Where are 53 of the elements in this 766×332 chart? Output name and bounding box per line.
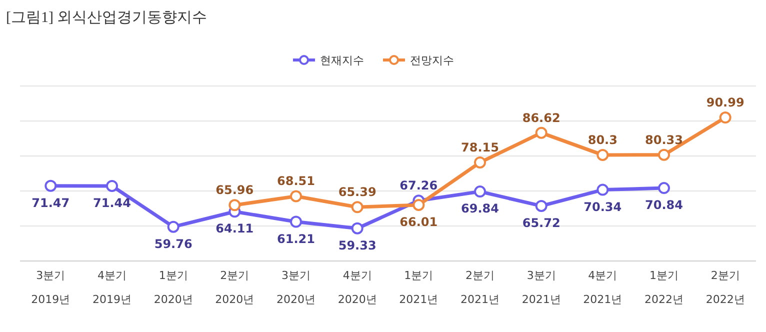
- point: [535, 126, 548, 139]
- data-label: 64.11: [216, 222, 254, 236]
- data-label: 80.33: [645, 132, 683, 147]
- point: [719, 112, 732, 124]
- data-label: 65.39: [338, 185, 376, 200]
- point: [412, 198, 425, 211]
- data-label: 66.01: [400, 214, 438, 229]
- data-label: 86.62: [522, 110, 560, 125]
- data-label: 68.51: [277, 174, 315, 188]
- point: [167, 220, 180, 233]
- point: [290, 190, 302, 202]
- data-label: 59.76: [154, 236, 192, 251]
- data-label: 65.96: [216, 183, 254, 198]
- x-tick-label: 2분기 2022년: [706, 269, 745, 306]
- data-label: 61.21: [277, 232, 315, 246]
- data-label: 70.84: [645, 198, 683, 212]
- data-label: 71.47: [32, 196, 70, 210]
- chart-title: [그림1] 외식산업경기동향지수: [6, 10, 208, 26]
- data-label: 71.44: [93, 196, 131, 210]
- point: [658, 148, 670, 161]
- point: [351, 201, 364, 214]
- point: [351, 222, 364, 234]
- x-tick-label: 1분기 2021년: [399, 269, 438, 306]
- data-label: 69.84: [461, 202, 499, 216]
- x-tick-label: 2분기 2021년: [460, 269, 500, 306]
- x-tick-label: 1분기 2022년: [644, 269, 684, 306]
- data-label: 78.15: [461, 140, 499, 154]
- point: [535, 200, 548, 212]
- x-tick-label: 4분기 2020년: [338, 269, 377, 306]
- data-label: 90.99: [706, 96, 744, 110]
- data-label: 67.26: [400, 178, 438, 193]
- legend-label: 현재지수: [320, 54, 364, 67]
- data-label: 70.34: [584, 200, 622, 214]
- legend-label: 전망지수: [410, 54, 454, 67]
- point: [474, 186, 486, 198]
- data-label: 80.3: [588, 132, 618, 147]
- x-tick-label: 4분기 2019년: [92, 269, 132, 306]
- x-tick-label: 4분기 2021년: [583, 269, 622, 306]
- point: [596, 184, 609, 196]
- point: [658, 182, 670, 194]
- point: [44, 180, 57, 192]
- x-tick-label: 3분기 2019년: [31, 269, 70, 306]
- point: [596, 148, 609, 161]
- x-tick-label: 3분기 2021년: [522, 269, 561, 306]
- data-label: 59.33: [338, 238, 376, 252]
- data-label: 65.72: [522, 216, 560, 230]
- x-tick-label: 1분기 2020년: [154, 269, 193, 306]
- point: [290, 216, 302, 228]
- point: [228, 199, 241, 212]
- point: [474, 156, 486, 168]
- x-tick-label: 2분기 2020년: [215, 269, 254, 306]
- point: [106, 180, 118, 192]
- x-tick-label: 3분기 2020년: [276, 269, 316, 306]
